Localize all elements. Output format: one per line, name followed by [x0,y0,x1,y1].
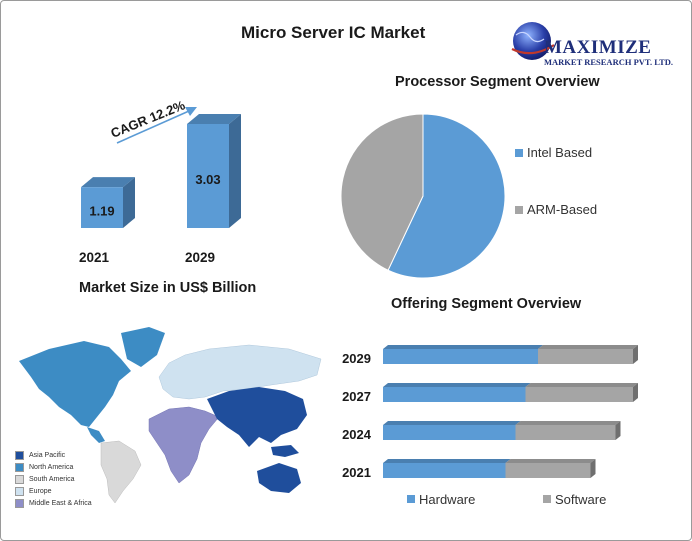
page-title: Micro Server IC Market [241,23,426,42]
legend-swatch [407,495,415,503]
hbar-software-2024 [515,425,616,440]
hbar-top [383,383,531,387]
hbar-top [525,383,638,387]
map-legend-label: Middle East & Africa [29,499,92,507]
hbar-side [633,345,638,364]
map-legend-item: Asia Pacific [15,449,92,461]
cagr-label: CAGR 12.2% [109,97,188,141]
map-legend-swatch [15,498,24,508]
pie-slice-intel-based [387,113,506,279]
bar-value-label: 3.03 [195,172,220,187]
hbar-top [505,459,596,463]
legend-swatch [543,495,551,503]
map-region-central-america [87,427,105,443]
legend-label: Software [555,492,606,507]
hbar-side [633,383,638,402]
map-legend-label: Asia Pacific [29,451,66,459]
bar-side-2021 [123,177,135,228]
map-region-islands [271,445,299,457]
hbar-top [538,345,638,349]
map-legend-label: Europe [29,487,52,495]
logo-subtitle: MARKET RESEARCH PVT. LTD. [544,57,674,67]
map-legend-item: Middle East & Africa [15,497,92,509]
offering-category-label: 2029 [342,351,371,366]
legend-label: ARM-Based [527,202,597,217]
offering-category-label: 2024 [342,427,372,442]
processor-pie-chart: Intel Based ARM-Based [340,113,597,279]
hbar-top [515,421,621,425]
legend-label: Hardware [419,492,475,507]
map-legend-item: Europe [15,485,92,497]
map-region-south-america [100,440,142,504]
map-region-north-america [19,341,131,427]
hbar-software-2027 [525,387,633,402]
market-size-title: Market Size in US$ Billion [79,280,257,296]
offering-category-label: 2027 [342,389,371,404]
offering-bar-chart: 2029 2027 2024 2021 Hardware Software [342,345,638,507]
world-map [19,327,322,504]
company-logo: MAXIMIZE MARKET RESEARCH PVT. LTD. [506,15,688,69]
processor-chart-title: Processor Segment Overview [395,74,600,90]
bar-2029 [187,124,229,228]
map-legend-swatch [15,486,24,496]
bar-top-2029 [187,114,241,124]
hbar-software-2029 [538,349,633,364]
bar-value-label: 1.19 [89,204,114,219]
pie-slice-arm-based [340,113,424,271]
hbar-top [383,421,521,425]
map-region-middle-east-africa [148,406,220,484]
legend-swatch [515,206,523,214]
map-region-australia [257,463,301,493]
map-legend-label: North America [29,463,74,471]
map-legend: Asia Pacific North America South America Eu… [15,449,92,509]
hbar-hardware-2027 [383,387,526,402]
legend-swatch [515,149,523,157]
map-legend-label: South America [29,475,75,483]
offering-category-label: 2021 [342,465,371,480]
hbar-hardware-2029 [383,349,538,364]
market-size-chart: 1.19 2021 3.03 2029 CAGR 12.2% [79,97,241,265]
hbar-side [590,459,596,478]
map-legend-swatch [15,474,24,484]
cagr-annotation: CAGR 12.2% [109,97,197,144]
offering-chart-title: Offering Segment Overview [391,296,582,312]
hbar-hardware-2021 [383,463,506,478]
hbar-top [383,345,543,349]
hbar-hardware-2024 [383,425,516,440]
bar-side-2029 [229,114,241,228]
map-legend-swatch [15,462,24,472]
hbar-side [615,421,621,440]
bar-category-label: 2021 [79,250,110,265]
map-legend-swatch [15,450,24,460]
map-region-europe [158,344,322,400]
bar-2021 [81,187,123,228]
bar-category-label: 2029 [185,250,215,265]
legend-label: Intel Based [527,145,592,160]
logo-name: MAXIMIZE [544,37,652,58]
map-legend-item: South America [15,473,92,485]
globe-icon [511,22,555,60]
map-region-greenland [121,327,165,367]
map-region-asia-pacific [207,387,307,447]
hbar-software-2021 [505,463,591,478]
bar-top-2021 [81,177,135,188]
hbar-top [383,459,511,463]
map-legend-item: North America [15,461,92,473]
